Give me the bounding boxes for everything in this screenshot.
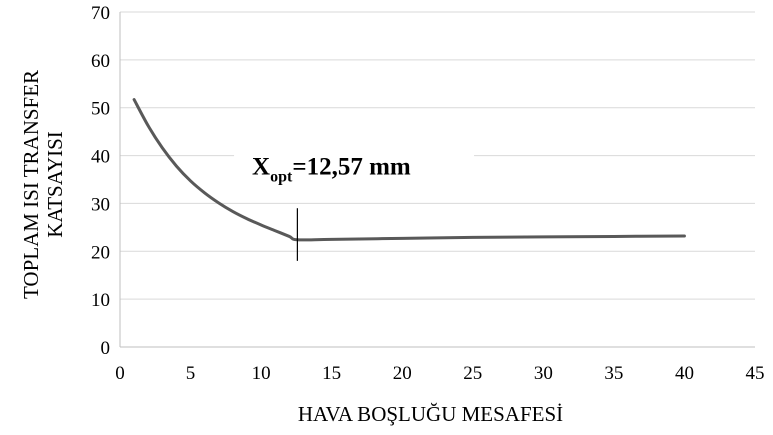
- y-tick-label-50: 50: [91, 99, 110, 120]
- annotation-value: =12,57 mm: [292, 154, 411, 181]
- x-tick-label-10: 10: [252, 363, 271, 384]
- x-tick-label-40: 40: [675, 363, 694, 384]
- series-line-0: [132, 98, 686, 242]
- x-tick-labels: 0 5 10 15 20 25 30 35 40 45: [115, 363, 764, 384]
- x-tick-label-15: 15: [322, 363, 341, 384]
- y-tick-label-60: 60: [91, 51, 110, 72]
- x-axis-title: HAVA BOŞLUĞU MESAFESİ: [298, 402, 563, 426]
- x-tick-label-45: 45: [746, 363, 765, 384]
- y-tick-label-20: 20: [91, 242, 110, 263]
- annotation-label: Xopt=12,57 mm: [252, 154, 411, 186]
- x-tick-label-0: 0: [115, 363, 125, 384]
- x-tick-label-25: 25: [463, 363, 482, 384]
- x-tick-label-20: 20: [393, 363, 412, 384]
- y-tick-label-0: 0: [101, 338, 111, 359]
- grid-lines: [120, 11, 755, 300]
- y-axis-title-line-2: KATSAYISI: [43, 131, 67, 238]
- x-tick-label-35: 35: [604, 363, 623, 384]
- x-tick-label-30: 30: [534, 363, 553, 384]
- annotation-background: [234, 143, 475, 192]
- y-tick-labels: 0 10 20 30 40 50 60 70: [91, 3, 110, 359]
- x-tick-label-5: 5: [186, 363, 196, 384]
- annotation-subscript: opt: [270, 169, 293, 186]
- y-axis-title: TOPLAM ISI TRANSFER KATSAYISI: [19, 70, 67, 299]
- y-tick-label-40: 40: [91, 147, 110, 168]
- y-axis-title-line-1: TOPLAM ISI TRANSFER: [19, 70, 43, 299]
- annotation-main: X: [252, 154, 270, 181]
- y-tick-label-10: 10: [91, 290, 110, 311]
- y-tick-label-70: 70: [91, 3, 110, 24]
- annotation-group: Xopt=12,57 mm: [234, 143, 475, 261]
- y-tick-label-30: 30: [91, 194, 110, 215]
- series-group: [132, 98, 686, 242]
- axes: [119, 12, 755, 348]
